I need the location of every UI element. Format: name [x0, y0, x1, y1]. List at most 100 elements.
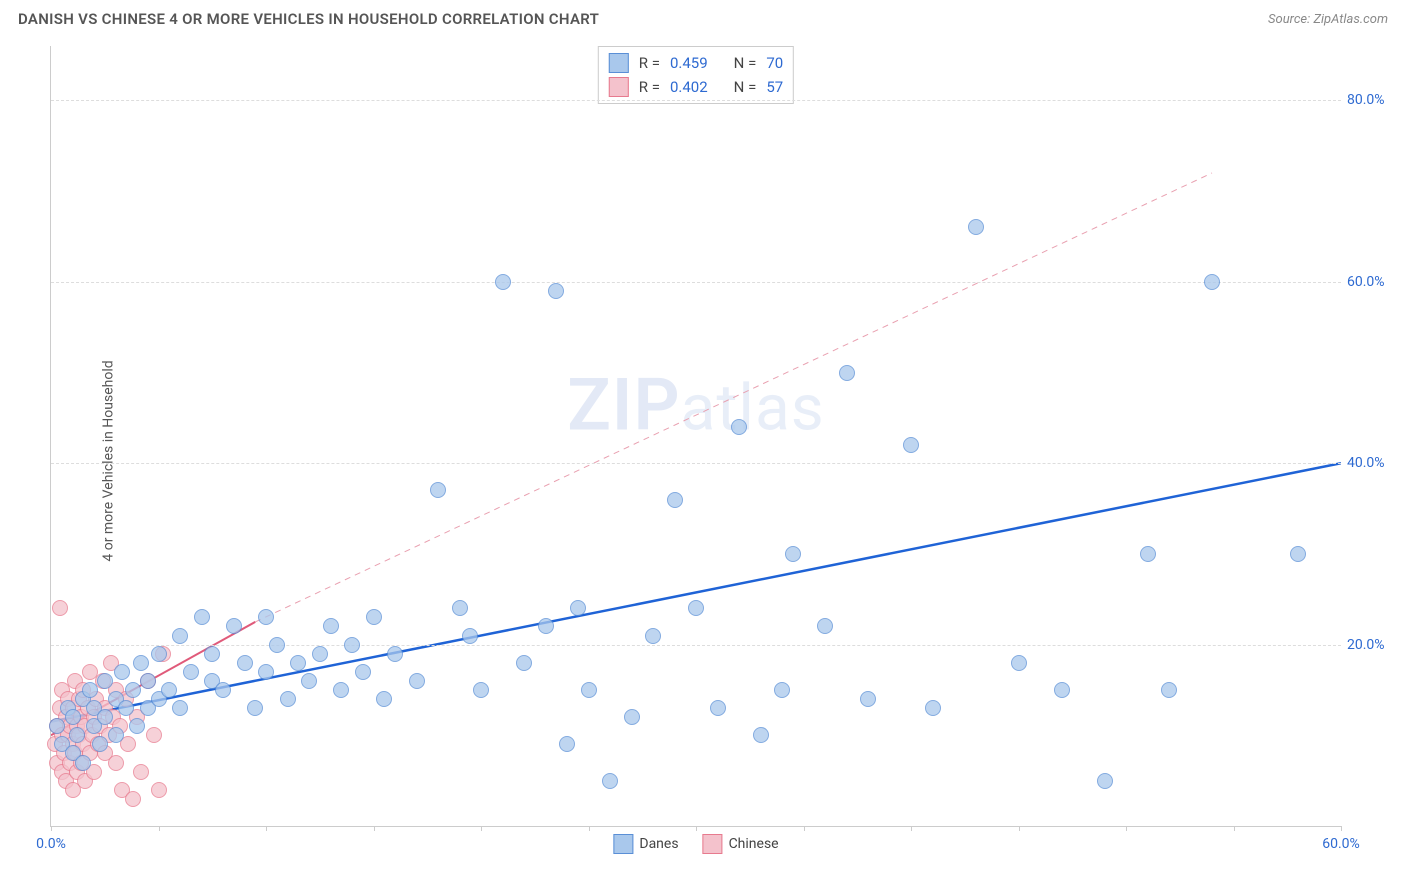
scatter-point-danes [581, 682, 597, 698]
scatter-point-danes [667, 492, 683, 508]
watermark-bold: ZIP [567, 362, 680, 447]
scatter-point-danes [258, 609, 274, 625]
scatter-point-danes [452, 600, 468, 616]
scatter-point-chinese [151, 782, 167, 798]
x-tick [589, 826, 590, 831]
scatter-point-danes [129, 718, 145, 734]
scatter-point-danes [161, 682, 177, 698]
n-value: 70 [766, 54, 783, 72]
scatter-point-danes [1011, 655, 1027, 671]
scatter-point-danes [387, 646, 403, 662]
scatter-point-danes [839, 365, 855, 381]
scatter-point-danes [548, 283, 564, 299]
scatter-point-danes [97, 673, 113, 689]
scatter-point-danes [645, 628, 661, 644]
x-tick [1126, 826, 1127, 831]
scatter-point-danes [624, 709, 640, 725]
swatch-danes [609, 53, 629, 73]
trend-lines [51, 46, 1341, 826]
legend-label: Chinese [729, 836, 779, 852]
gridline-h [51, 645, 1341, 646]
scatter-point-danes [118, 700, 134, 716]
chart-container: 4 or more Vehicles in Household ZIPatlas… [0, 36, 1406, 886]
scatter-point-danes [172, 700, 188, 716]
scatter-point-danes [323, 618, 339, 634]
bottom-legend: Danes Chinese [613, 834, 778, 854]
scatter-point-danes [968, 219, 984, 235]
scatter-point-danes [333, 682, 349, 698]
scatter-point-danes [602, 773, 618, 789]
stat-row-danes: R = 0.459 N = 70 [609, 51, 783, 75]
scatter-point-danes [194, 609, 210, 625]
stat-legend: R = 0.459 N = 70 R = 0.402 N = 57 [598, 46, 794, 104]
scatter-point-danes [49, 718, 65, 734]
legend-item-chinese: Chinese [703, 834, 779, 854]
chart-title: DANISH VS CHINESE 4 OR MORE VEHICLES IN … [18, 10, 599, 28]
swatch-chinese [703, 834, 723, 854]
scatter-point-danes [204, 646, 220, 662]
legend-label: Danes [639, 836, 678, 852]
scatter-point-danes [125, 682, 141, 698]
scatter-point-danes [97, 709, 113, 725]
scatter-point-chinese [108, 755, 124, 771]
swatch-chinese [609, 77, 629, 97]
scatter-point-danes [258, 664, 274, 680]
scatter-point-chinese [133, 764, 149, 780]
scatter-point-danes [903, 437, 919, 453]
source-prefix: Source: [1268, 12, 1313, 27]
plot-area: ZIPatlas R = 0.459 N = 70 R = 0.402 N = … [50, 46, 1341, 827]
y-tick-label: 20.0% [1347, 637, 1399, 653]
x-tick [1341, 826, 1342, 831]
scatter-point-chinese [146, 727, 162, 743]
x-tick [159, 826, 160, 831]
scatter-point-danes [409, 673, 425, 689]
scatter-point-danes [1097, 773, 1113, 789]
scatter-point-danes [774, 682, 790, 698]
scatter-point-danes [290, 655, 306, 671]
x-tick [911, 826, 912, 831]
y-tick-label: 60.0% [1347, 274, 1399, 290]
r-label: R = [639, 54, 660, 72]
scatter-point-danes [237, 655, 253, 671]
legend-item-danes: Danes [613, 834, 678, 854]
scatter-point-danes [114, 664, 130, 680]
scatter-point-danes [688, 600, 704, 616]
gridline-h [51, 100, 1341, 101]
scatter-point-danes [215, 682, 231, 698]
scatter-point-danes [226, 618, 242, 634]
scatter-point-danes [1140, 546, 1156, 562]
x-tick [51, 826, 52, 831]
scatter-point-danes [516, 655, 532, 671]
scatter-point-danes [82, 682, 98, 698]
scatter-point-danes [731, 419, 747, 435]
scatter-point-danes [473, 682, 489, 698]
x-tick [1234, 826, 1235, 831]
watermark-rest: atlas [681, 370, 825, 445]
x-tick [266, 826, 267, 831]
scatter-point-danes [344, 637, 360, 653]
scatter-point-danes [710, 700, 726, 716]
scatter-point-danes [355, 664, 371, 680]
scatter-point-danes [376, 691, 392, 707]
x-tick-label: 0.0% [36, 836, 66, 852]
scatter-point-danes [430, 482, 446, 498]
scatter-point-danes [462, 628, 478, 644]
scatter-point-danes [1161, 682, 1177, 698]
r-value: 0.459 [670, 54, 708, 72]
scatter-point-danes [1204, 274, 1220, 290]
stat-row-chinese: R = 0.402 N = 57 [609, 75, 783, 99]
scatter-point-danes [151, 646, 167, 662]
scatter-point-chinese [125, 791, 141, 807]
scatter-point-danes [559, 736, 575, 752]
scatter-point-danes [108, 727, 124, 743]
scatter-point-danes [495, 274, 511, 290]
x-tick [696, 826, 697, 831]
x-tick [1019, 826, 1020, 831]
scatter-point-danes [301, 673, 317, 689]
scatter-point-danes [247, 700, 263, 716]
r-value: 0.402 [670, 78, 708, 96]
scatter-point-danes [312, 646, 328, 662]
scatter-point-danes [1054, 682, 1070, 698]
scatter-point-chinese [52, 600, 68, 616]
gridline-h [51, 463, 1341, 464]
